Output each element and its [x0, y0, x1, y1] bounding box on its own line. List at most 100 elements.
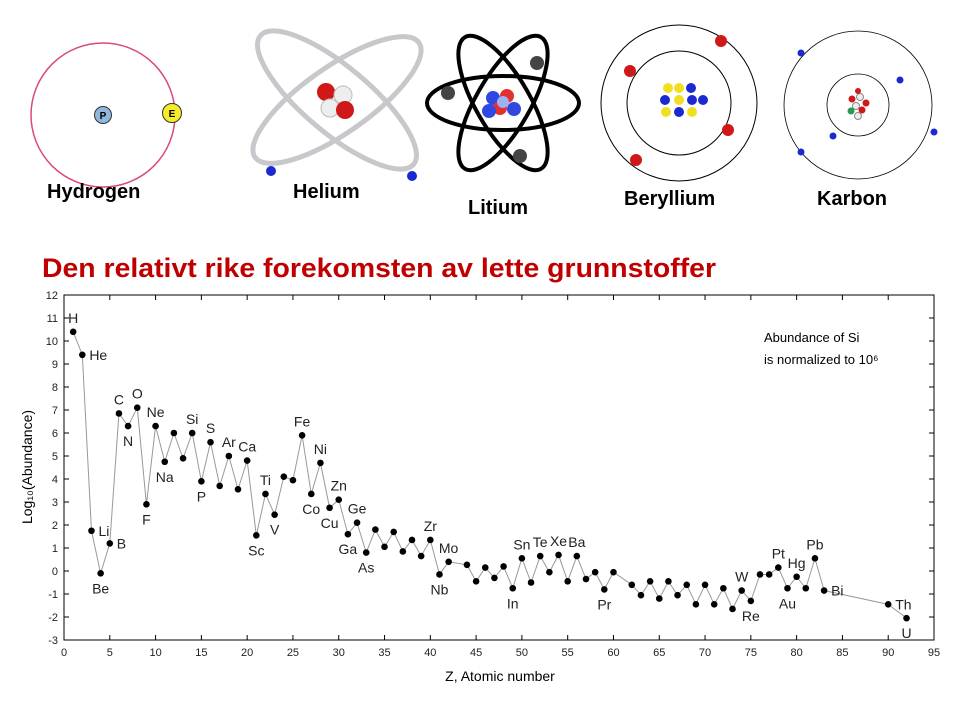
data-point	[179, 455, 187, 462]
point-label: Ca	[238, 439, 256, 455]
data-point	[271, 511, 278, 518]
point-label: He	[89, 347, 107, 363]
connecting-line	[72, 331, 907, 619]
point-label: S	[206, 420, 215, 436]
point-label: Bi	[831, 583, 843, 599]
point-label: F	[142, 511, 151, 527]
point-label: Be	[92, 580, 109, 596]
annotation: Abundance of Si	[764, 330, 860, 345]
atom-label: Karbon	[817, 188, 887, 210]
point-label: Li	[98, 523, 109, 539]
data-point	[289, 476, 297, 484]
data-point	[97, 570, 104, 577]
point-label: Zn	[331, 478, 347, 494]
data-point	[408, 536, 416, 544]
data-point	[262, 490, 269, 498]
data-point	[170, 429, 178, 437]
helium-atom	[250, 28, 424, 181]
y-tick-label: 10	[46, 336, 58, 348]
point-label: N	[123, 433, 133, 449]
data-point	[362, 549, 370, 556]
data-point	[637, 591, 645, 599]
point-label: Ne	[147, 404, 165, 420]
x-tick-label: 80	[791, 647, 803, 659]
data-point	[775, 564, 782, 571]
data-point	[692, 601, 700, 608]
point-label: Ti	[260, 472, 271, 488]
x-tick-label: 70	[699, 647, 711, 659]
point-label: In	[507, 595, 519, 611]
y-tick-label: 0	[52, 566, 58, 578]
point-label: Au	[779, 595, 796, 611]
data-point	[381, 543, 388, 551]
karbon-atom	[783, 30, 938, 180]
x-tick-label: 15	[195, 647, 207, 659]
point-label: Mo	[439, 540, 459, 556]
data-point	[399, 548, 407, 555]
data-point	[765, 571, 773, 578]
data-point	[793, 573, 800, 581]
x-axis-label: Z, Atomic number	[445, 668, 555, 684]
data-point	[372, 526, 379, 533]
point-label: B	[117, 535, 126, 551]
data-point	[326, 504, 333, 512]
point-label: Ar	[222, 434, 236, 450]
data-point	[710, 601, 718, 608]
point-label: Na	[156, 469, 174, 485]
point-label: Ba	[568, 534, 585, 550]
data-point	[884, 601, 892, 608]
point-label: Co	[302, 501, 320, 517]
data-point	[500, 563, 507, 570]
data-point	[427, 536, 434, 544]
point-label: Si	[186, 411, 198, 427]
data-point	[582, 575, 590, 583]
point-label: As	[358, 560, 374, 576]
atom-label: Helium	[293, 181, 360, 203]
data-point	[536, 552, 544, 560]
data-point	[115, 410, 123, 417]
data-point	[610, 568, 617, 576]
data-point	[811, 555, 819, 562]
point-label: W	[735, 569, 749, 585]
data-point	[591, 568, 599, 576]
x-tick-label: 50	[516, 647, 528, 659]
x-tick-label: 75	[745, 647, 757, 659]
point-label: C	[114, 391, 124, 407]
chart-title: Den relativt rike forekomsten av lette g…	[42, 253, 717, 283]
data-point	[463, 561, 471, 569]
data-point	[518, 555, 526, 562]
point-label: Pb	[806, 536, 823, 552]
litium-atom	[425, 33, 581, 173]
data-point	[674, 591, 681, 599]
data-point	[820, 587, 828, 594]
point-label: Re	[742, 608, 760, 624]
data-point	[665, 578, 672, 585]
data-point	[472, 578, 480, 585]
point-label: Te	[533, 534, 548, 550]
atom-label: Hydrogen	[47, 181, 140, 203]
y-tick-label: 12	[46, 290, 58, 302]
point-label: Zr	[424, 518, 438, 534]
hydrogen-atom: P E	[30, 42, 182, 188]
data-point	[436, 571, 443, 578]
data-point	[225, 452, 233, 460]
data-point	[88, 527, 95, 535]
data-point	[335, 496, 343, 504]
data-point	[317, 459, 324, 467]
x-tick-label: 35	[378, 647, 390, 659]
data-point	[527, 579, 535, 586]
point-label: Fe	[294, 413, 311, 429]
data-point	[509, 584, 517, 592]
y-axis-label: Log₁₀(Abundance)	[19, 410, 35, 524]
x-tick-label: 30	[333, 647, 345, 659]
plot-frame	[63, 294, 935, 641]
data-point	[307, 490, 315, 498]
y-tick-label: -2	[48, 612, 58, 624]
electron-label: E	[169, 109, 176, 120]
point-label: Ga	[339, 541, 358, 557]
point-label: Ni	[314, 441, 327, 457]
y-tick-label: -3	[48, 635, 58, 647]
y-tick-label: 5	[52, 451, 58, 463]
y-tick-label: 1	[52, 543, 58, 555]
point-label: Ge	[348, 501, 367, 517]
